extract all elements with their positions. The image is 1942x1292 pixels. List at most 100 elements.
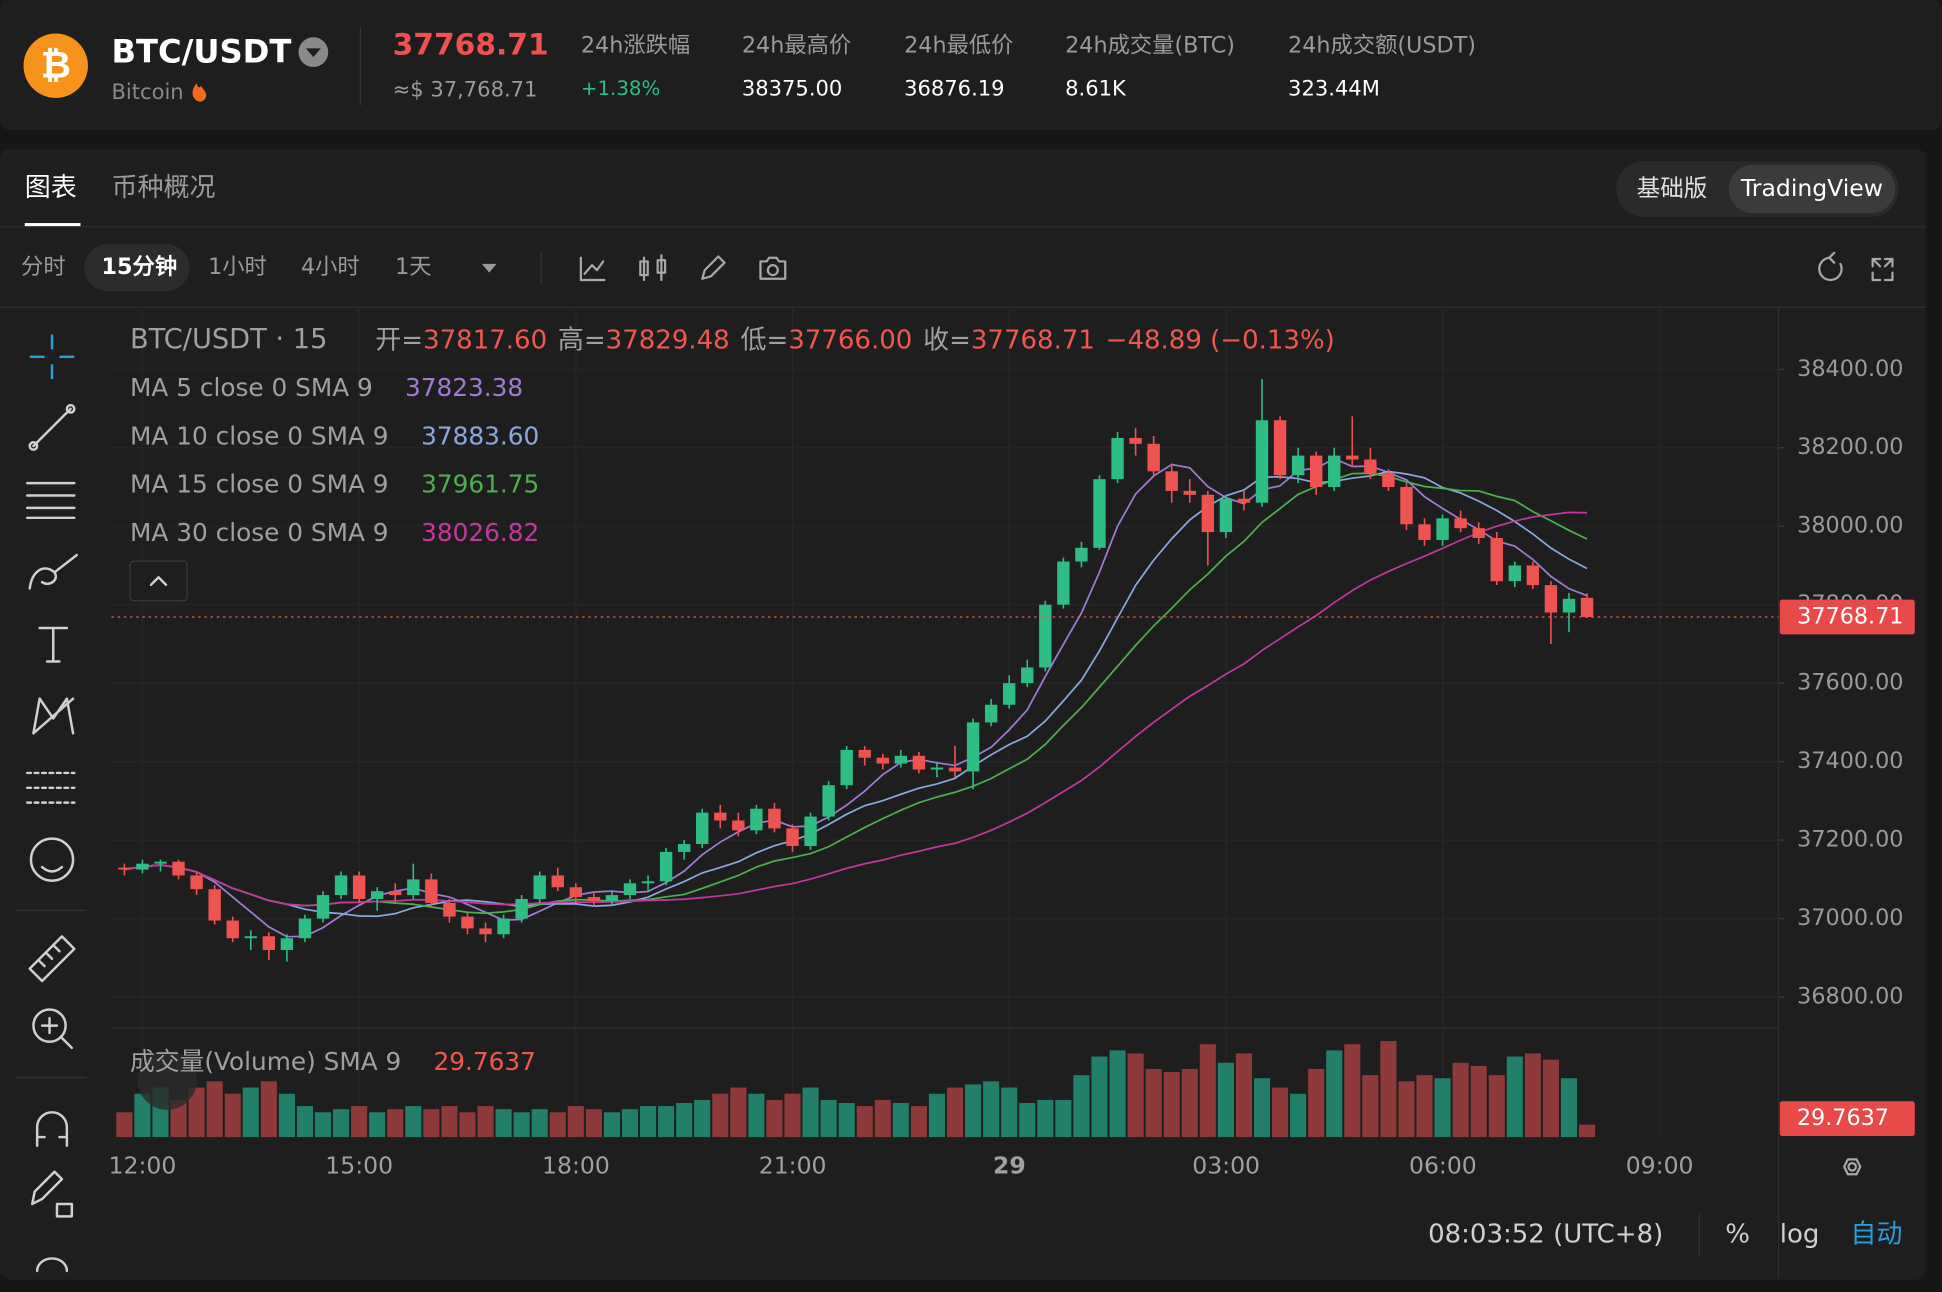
ma-name: MA 30 close 0 SMA 9	[130, 518, 389, 547]
reset-icon[interactable]	[1818, 251, 1843, 282]
interval[interactable]: 分时	[21, 254, 66, 280]
volume-bar	[1362, 1075, 1379, 1138]
interval-more[interactable]	[481, 263, 497, 273]
fib-tool[interactable]	[26, 481, 76, 520]
pattern-tool[interactable]	[32, 697, 75, 735]
volume-bar	[278, 1093, 295, 1138]
volume-bar	[567, 1106, 584, 1138]
view-tradingview[interactable]: TradingView	[1740, 174, 1883, 202]
collapse-legend[interactable]	[129, 560, 188, 602]
candle-body	[1454, 518, 1467, 529]
tab-overview[interactable]: 币种概况	[111, 173, 215, 203]
candle-body	[136, 863, 149, 870]
line-tool-end	[28, 441, 39, 451]
volume-bar	[621, 1109, 639, 1138]
chart-type-icon[interactable]	[639, 254, 667, 282]
symbol[interactable]: BTC/USDT	[111, 32, 291, 70]
ma-value: 37883.60	[421, 421, 539, 450]
y-tick-label: 38000.00	[1797, 513, 1903, 539]
ma-value: 37961.75	[421, 470, 539, 499]
header-panel	[0, 0, 1942, 131]
indicator-icon[interactable]	[579, 256, 606, 282]
volume-bar	[1253, 1078, 1271, 1138]
brush-tool[interactable]	[28, 553, 79, 590]
candle-body	[1490, 537, 1503, 582]
coin-name: Bitcoin	[111, 79, 183, 104]
view-basic[interactable]: 基础版	[1637, 174, 1708, 202]
volume-legend: 成交量(Volume) SMA 9	[130, 1047, 401, 1076]
lock-tool[interactable]	[30, 1170, 74, 1218]
volume-bar	[477, 1106, 494, 1138]
stat-label: 24h涨跌幅	[581, 32, 690, 58]
auto-toggle[interactable]: 自动	[1850, 1219, 1902, 1249]
magnet-tool[interactable]	[35, 1111, 69, 1147]
tab-chart[interactable]: 图表	[25, 173, 77, 203]
interval[interactable]: 1小时	[208, 254, 267, 280]
volume-label-box	[1779, 1101, 1915, 1136]
volume-bar	[1272, 1087, 1289, 1138]
prediction-tool[interactable]	[26, 771, 76, 804]
fullscreen-icon[interactable]	[1871, 257, 1894, 282]
candle-body	[370, 891, 384, 899]
tab-underline	[24, 223, 81, 227]
interval[interactable]: 15分钟	[102, 253, 178, 280]
snapshot-icon[interactable]	[759, 256, 787, 280]
interval[interactable]: 4小时	[301, 254, 360, 280]
candle-body	[479, 928, 492, 935]
candle-body	[569, 887, 583, 898]
candle-body	[1436, 518, 1449, 540]
ohlc-value: 37817.60	[423, 325, 547, 355]
volume-bar	[134, 1093, 151, 1138]
volume-bar	[856, 1106, 873, 1138]
volume-bar	[441, 1106, 458, 1138]
line-tool[interactable]	[32, 407, 72, 448]
volume-bar	[333, 1109, 350, 1138]
ohlc-value: 37768.71	[971, 325, 1095, 355]
log-toggle[interactable]: log	[1780, 1219, 1820, 1249]
x-tick-label: 06:00	[1409, 1151, 1477, 1179]
candle-body	[1418, 524, 1431, 540]
volume-legend-value: 29.7637	[433, 1047, 535, 1076]
stat-label: 24h成交额(USDT)	[1288, 32, 1476, 58]
price-usd: ≈$ 37,768.71	[393, 77, 538, 102]
volume-bar	[658, 1106, 675, 1138]
crosshair-tool[interactable]	[29, 334, 75, 380]
zoom-tool[interactable]	[32, 1008, 67, 1043]
volume-bar	[188, 1087, 205, 1138]
volume-bar	[1181, 1068, 1198, 1138]
volume-bar	[1452, 1062, 1469, 1138]
volume-bar	[1073, 1075, 1090, 1138]
volume-bar	[1506, 1056, 1523, 1138]
volume-bar	[1560, 1078, 1578, 1138]
volume-bar	[1398, 1081, 1415, 1138]
ma-value: 37823.38	[405, 373, 523, 402]
candle-body	[1255, 420, 1269, 503]
measure-tool[interactable]	[28, 935, 76, 983]
clock: 08:03:52 (UTC+8)	[1428, 1219, 1663, 1249]
change: −48.89 (−0.13%)	[1106, 325, 1335, 355]
candle-body	[208, 889, 221, 921]
candle-body	[750, 808, 763, 831]
interval[interactable]: 1天	[395, 254, 431, 280]
emoji-tool[interactable]	[29, 837, 75, 882]
text-tool[interactable]	[38, 626, 69, 663]
candle-body	[190, 875, 203, 890]
candle-body	[533, 875, 546, 899]
candle-body	[1111, 437, 1124, 480]
candle-body	[316, 895, 330, 919]
hide-tool[interactable]	[35, 1257, 69, 1273]
volume-bar	[1578, 1124, 1596, 1138]
candle-body	[1364, 459, 1377, 474]
volume-bar	[1308, 1068, 1325, 1138]
candle-body	[623, 883, 637, 896]
volume-bar	[766, 1099, 783, 1138]
ma-name: MA 15 close 0 SMA 9	[130, 470, 389, 499]
candle-body	[677, 844, 691, 852]
x-tick-label: 12:00	[109, 1151, 177, 1179]
percent-toggle[interactable]: %	[1725, 1219, 1750, 1249]
settings-icon[interactable]	[1843, 1158, 1862, 1176]
volume-bar	[820, 1099, 837, 1138]
candle-body	[280, 938, 294, 950]
draw-icon[interactable]	[701, 255, 726, 280]
